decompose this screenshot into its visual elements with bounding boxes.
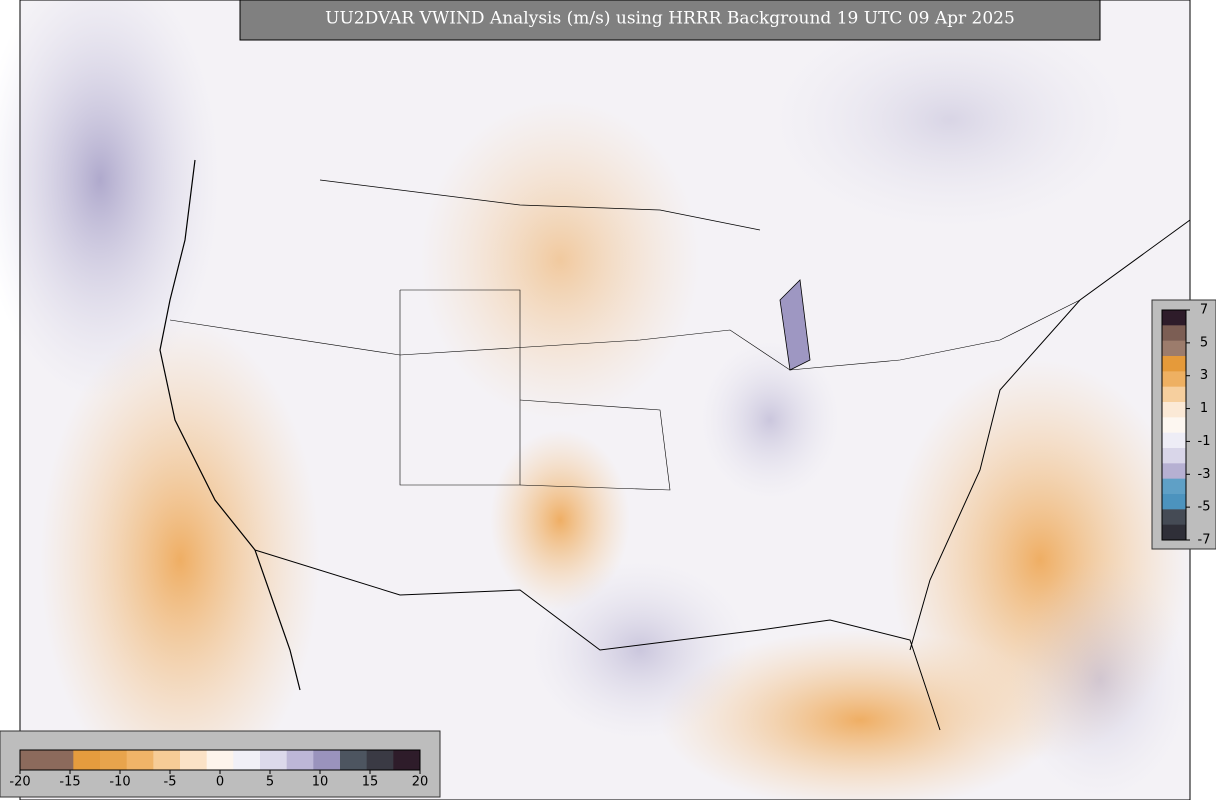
colorbar-segment: [286, 750, 314, 770]
colorbar-segment: [1162, 310, 1186, 326]
map-title: UU2DVAR VWIND Analysis (m/s) using HRRR …: [325, 9, 1015, 29]
tick-label: 5: [266, 775, 274, 790]
colorbar-segment: [1162, 494, 1186, 510]
colorbar-segment: [1162, 448, 1186, 464]
colorbar-segment: [153, 750, 181, 770]
colorbar-segment: [1162, 402, 1186, 418]
tick-label: 1: [1200, 401, 1208, 416]
tick-label: 15: [362, 775, 379, 790]
tick-label: -1: [1198, 434, 1211, 449]
tick-label: -20: [9, 775, 30, 790]
tick-label: 20: [412, 775, 429, 790]
colorbar-segment: [100, 750, 128, 770]
tick-label: -7: [1198, 533, 1211, 548]
bottom-colorbar: -20 -15 -10 -5 0 5 10 15 20: [9, 749, 429, 790]
tick-label: -5: [1198, 500, 1211, 515]
map-area: [0, 0, 1191, 800]
colorbar-segment: [366, 750, 394, 770]
colorbar-segment: [126, 750, 154, 770]
colorbar-frame: [1161, 309, 1187, 541]
colorbar-segment: [1162, 371, 1186, 388]
tick-label: -10: [109, 775, 130, 790]
colorbar-segment: [340, 750, 368, 770]
colorbar-segment: [1162, 524, 1186, 541]
tick-label: 0: [216, 775, 224, 790]
tick-label: -15: [59, 775, 80, 790]
colorbar-segment: [1162, 417, 1186, 434]
colorbar-segment: [1162, 509, 1186, 526]
colorbar-segment: [393, 750, 421, 770]
colorbar-segment: [206, 750, 234, 770]
colorbar-segment: [73, 750, 101, 770]
colorbar-segment: [46, 750, 74, 770]
colorbar-segment: [1162, 325, 1186, 342]
colorbar-segment: [1162, 463, 1186, 480]
colorbar-segment: [1162, 386, 1186, 403]
colorbar-segment: [313, 750, 341, 770]
tick-label: 5: [1200, 335, 1208, 350]
colorbar-segment: [1162, 478, 1186, 495]
tick-label: 7: [1200, 303, 1208, 318]
tick-label: -5: [164, 775, 177, 790]
right-colorbar: 7 5 3 1 -1 -3 -5 -7: [1161, 303, 1211, 548]
colorbar-segment: [180, 750, 208, 770]
tick-label: 3: [1200, 368, 1208, 383]
tick-label: 10: [312, 775, 329, 790]
colorbar-segment: [260, 750, 288, 770]
tick-label: -3: [1198, 467, 1211, 482]
colorbar-segment: [233, 750, 261, 770]
colorbar-segment: [1162, 356, 1186, 372]
colorbar-segment: [20, 750, 48, 770]
title-box: [239, 0, 1101, 41]
colorbar-segment: [1162, 432, 1186, 449]
colorbar-segment: [1162, 340, 1186, 357]
